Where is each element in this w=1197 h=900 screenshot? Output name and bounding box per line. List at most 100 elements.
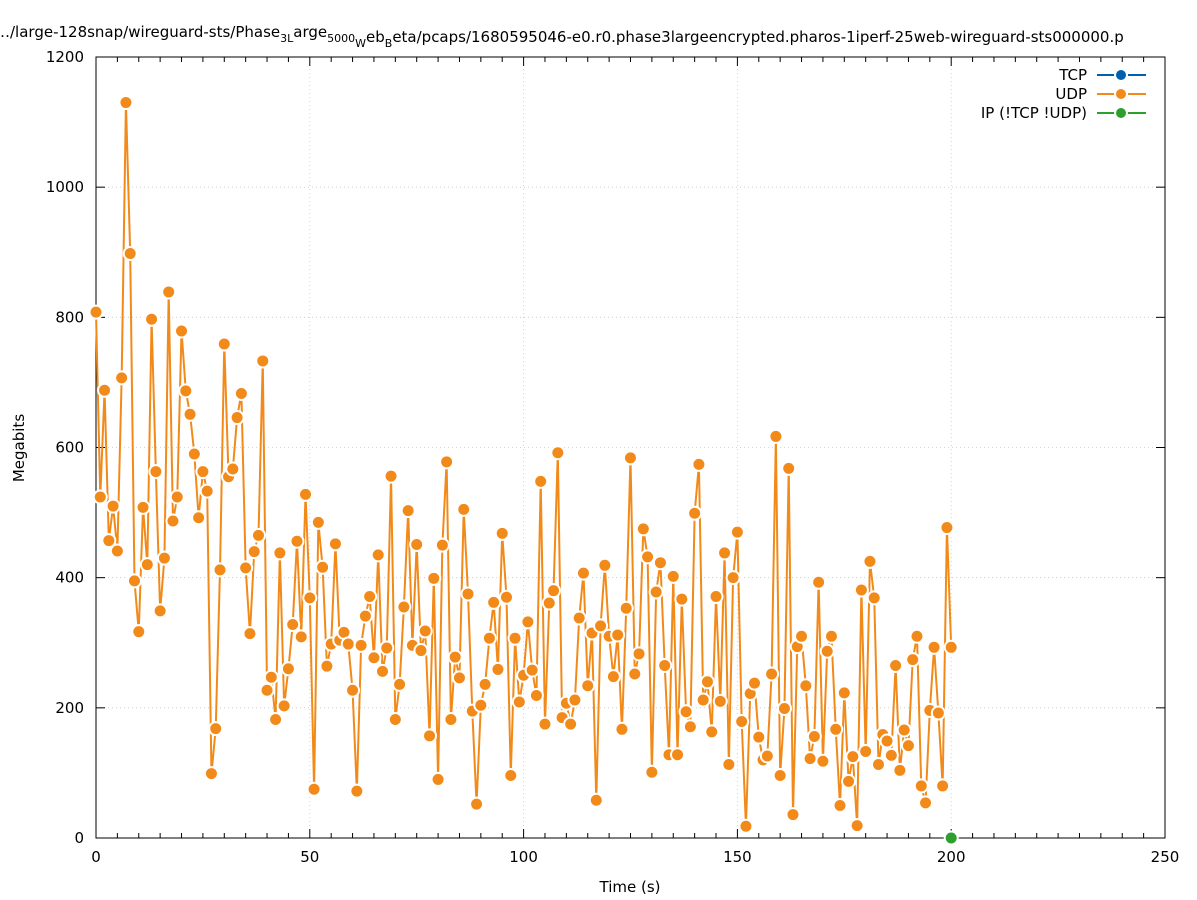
data-point — [682, 719, 698, 735]
data-point — [930, 705, 946, 721]
data-point — [451, 670, 467, 686]
data-point — [918, 795, 934, 811]
data-point — [486, 594, 502, 610]
data-point — [533, 473, 549, 489]
data-point — [734, 714, 750, 730]
data-point — [152, 603, 168, 619]
data-point — [699, 674, 715, 690]
data-point — [567, 692, 583, 708]
data-point — [631, 646, 647, 662]
x-tick-label: 200 — [937, 848, 966, 866]
data-point — [191, 510, 207, 526]
data-point — [426, 570, 442, 586]
data-point — [357, 608, 373, 624]
data-point — [691, 456, 707, 472]
data-point — [652, 555, 668, 571]
y-axis-title: Megabits — [10, 414, 28, 482]
data-point — [871, 756, 887, 772]
chart-title: …/large-128snap/wireguard-sts/Phase3Larg… — [0, 23, 1124, 50]
data-point — [238, 560, 254, 576]
data-point — [888, 658, 904, 674]
data-point — [366, 650, 382, 666]
data-point — [794, 628, 810, 644]
data-point — [182, 406, 198, 422]
data-point — [409, 536, 425, 552]
legend-marker — [1114, 68, 1128, 82]
data-point — [845, 749, 861, 765]
data-point — [417, 623, 433, 639]
data-point — [781, 460, 797, 476]
data-point — [695, 692, 711, 708]
data-point — [118, 95, 134, 111]
data-point — [199, 483, 215, 499]
data-point — [396, 599, 412, 615]
data-point — [943, 830, 959, 846]
data-point — [836, 685, 852, 701]
data-point — [212, 562, 228, 578]
x-tick-label: 100 — [509, 848, 538, 866]
data-point — [772, 768, 788, 784]
data-point — [195, 464, 211, 480]
data-point — [905, 652, 921, 668]
data-point — [640, 549, 656, 565]
data-point — [849, 818, 865, 834]
data-point — [285, 617, 301, 633]
data-point — [819, 643, 835, 659]
data-point — [345, 682, 361, 698]
data-point — [126, 573, 142, 589]
data-point — [310, 514, 326, 530]
data-point — [896, 722, 912, 738]
data-point — [216, 336, 232, 352]
data-point — [597, 557, 613, 573]
data-point — [571, 610, 587, 626]
data-point — [806, 728, 822, 744]
data-point — [374, 663, 390, 679]
data-point — [156, 550, 172, 566]
data-point — [392, 676, 408, 692]
data-point — [939, 520, 955, 536]
data-point — [644, 764, 660, 780]
data-point — [387, 712, 403, 728]
data-point — [302, 590, 318, 606]
data-point — [648, 584, 664, 600]
data-point — [883, 747, 899, 763]
data-point — [161, 284, 177, 300]
data-point — [169, 489, 185, 505]
data-point — [122, 246, 138, 262]
data-point — [477, 676, 493, 692]
data-point — [768, 428, 784, 444]
data-point — [315, 559, 331, 575]
data-point — [528, 687, 544, 703]
data-point — [255, 353, 271, 369]
data-point — [670, 747, 686, 763]
data-point — [460, 586, 476, 602]
data-point — [759, 748, 775, 764]
data-point — [563, 716, 579, 732]
data-point — [97, 382, 113, 398]
data-point — [340, 636, 356, 652]
data-point — [717, 545, 733, 561]
data-point — [524, 662, 540, 678]
data-point — [490, 661, 506, 677]
data-point — [537, 716, 553, 732]
data-point — [614, 721, 630, 737]
data-point — [498, 589, 514, 605]
data-point — [430, 771, 446, 787]
data-point — [105, 498, 121, 514]
data-point — [135, 499, 151, 515]
data-point — [443, 712, 459, 728]
data-point — [858, 743, 874, 759]
data-point — [764, 666, 780, 682]
data-point — [422, 728, 438, 744]
series-1 — [88, 95, 959, 834]
data-point — [546, 583, 562, 599]
data-point — [469, 796, 485, 812]
series-2 — [943, 830, 959, 846]
data-point — [657, 658, 673, 674]
data-point — [776, 700, 792, 716]
data-point — [434, 537, 450, 553]
data-point — [798, 678, 814, 694]
data-point — [400, 503, 416, 519]
